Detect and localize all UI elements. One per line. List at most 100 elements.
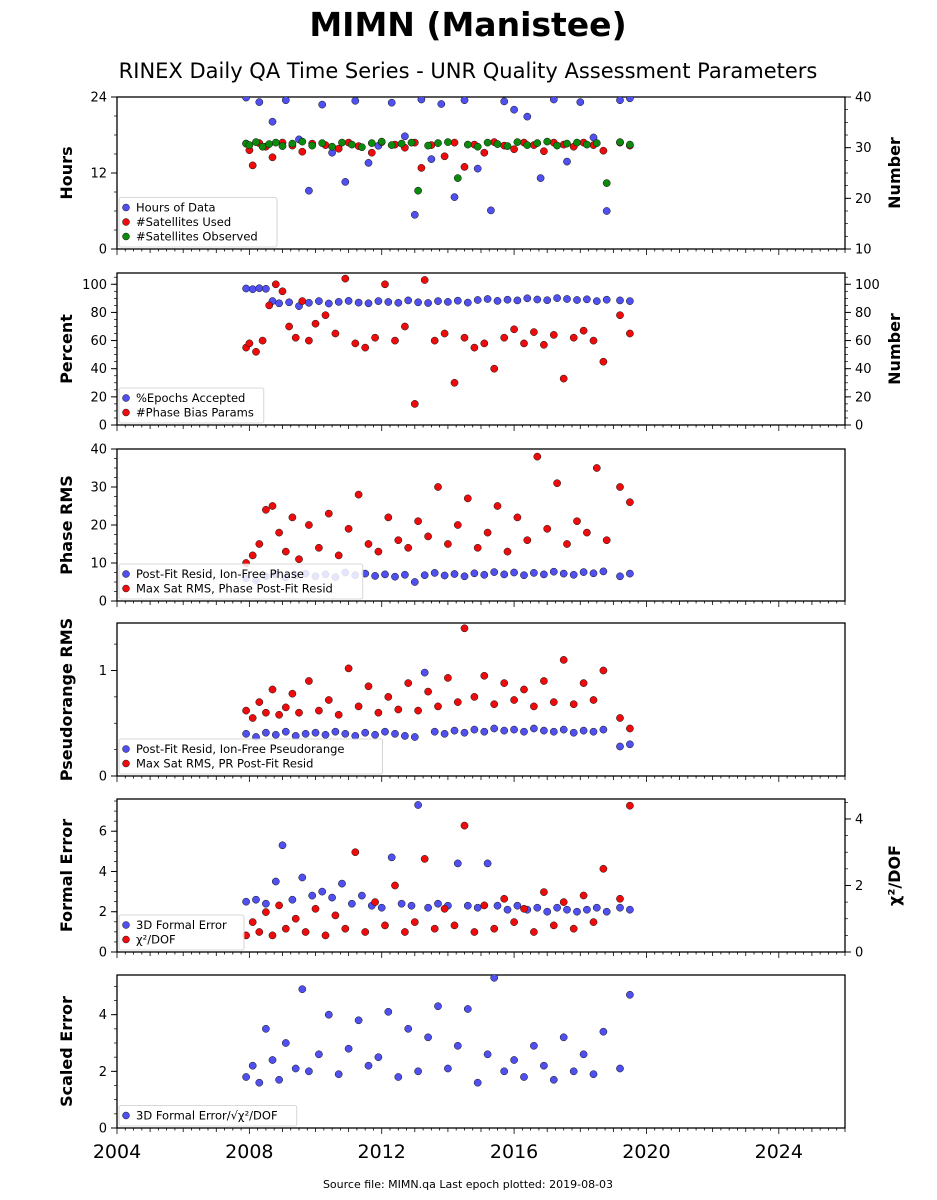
- data-point-red: [483, 528, 492, 537]
- legend: %Epochs Accepted#Phase Bias Params: [118, 387, 265, 424]
- data-point-blue: [616, 903, 624, 912]
- legend: Hours of Data#Satellites Used#Satellites…: [118, 197, 278, 248]
- data-point-blue: [510, 1056, 518, 1064]
- data-point-blue: [616, 1064, 624, 1073]
- data-point-blue: [450, 193, 459, 201]
- data-point-blue: [291, 732, 300, 740]
- data-point-blue: [420, 668, 429, 677]
- data-point-blue: [520, 727, 528, 736]
- data-point-red: [533, 452, 542, 461]
- data-point-red: [602, 536, 611, 545]
- data-point-blue: [616, 296, 624, 305]
- data-point-red: [453, 698, 462, 706]
- data-point-blue: [563, 157, 571, 166]
- data-point-blue: [589, 727, 598, 736]
- data-point-red: [324, 696, 333, 704]
- legend-label: χ²/DOF: [136, 933, 176, 947]
- data-point-red: [394, 536, 403, 545]
- data-point-blue: [569, 728, 578, 737]
- data-point-red: [444, 674, 452, 682]
- legend-box: [118, 387, 265, 424]
- data-point-blue: [414, 801, 422, 809]
- data-point-green: [533, 139, 542, 147]
- data-point-red: [262, 708, 270, 717]
- data-point-blue: [453, 296, 462, 305]
- data-point-blue: [404, 1024, 413, 1033]
- plot-frame: [116, 974, 846, 1129]
- data-point-red: [275, 901, 283, 910]
- data-point-blue: [626, 569, 634, 578]
- data-point-green: [318, 139, 327, 147]
- data-point-blue: [599, 725, 608, 734]
- data-point-blue: [579, 568, 588, 576]
- data-point-red: [334, 551, 343, 560]
- data-point-red: [315, 706, 323, 715]
- data-point-blue: [394, 298, 403, 307]
- data-point-red: [371, 898, 379, 906]
- data-point-red: [305, 521, 313, 529]
- data-point-red: [255, 928, 264, 936]
- data-point-red: [616, 483, 624, 491]
- y-axis-label-right: χ²/DOF: [885, 845, 904, 906]
- y-tick-label: 24: [90, 91, 107, 106]
- x-tick-label: 2020: [622, 1141, 670, 1163]
- legend-marker: [122, 218, 130, 226]
- data-point-red: [626, 801, 634, 810]
- data-point-blue: [305, 186, 313, 195]
- y-tick-label: 2: [99, 905, 107, 920]
- data-point-red: [305, 677, 313, 685]
- data-point-blue: [371, 572, 379, 580]
- data-point-blue: [530, 724, 538, 733]
- data-point-red: [559, 374, 568, 383]
- data-point-red: [401, 322, 409, 331]
- data-point-blue: [543, 907, 552, 916]
- data-point-red: [500, 333, 509, 342]
- data-point-red: [450, 921, 459, 930]
- data-point-blue: [599, 567, 608, 576]
- data-point-blue: [483, 295, 492, 303]
- data-point-blue: [473, 296, 482, 304]
- y-right-tick-label: 4: [855, 812, 863, 827]
- data-point-blue: [513, 901, 522, 910]
- data-point-red: [513, 513, 522, 522]
- data-point-blue: [364, 1061, 373, 1070]
- data-point-blue: [530, 1041, 538, 1050]
- data-point-red: [245, 339, 254, 348]
- data-point-red: [480, 901, 489, 910]
- data-point-blue: [437, 100, 446, 108]
- y-right-tick-label: 0: [855, 946, 863, 961]
- data-point-green: [513, 138, 522, 146]
- data-point-blue: [460, 572, 469, 581]
- data-point-red: [592, 464, 601, 472]
- data-point-green: [434, 139, 442, 147]
- data-point-green: [328, 142, 336, 151]
- data-point-red: [394, 705, 403, 714]
- data-point-blue: [401, 132, 409, 141]
- data-point-red: [367, 148, 376, 157]
- data-point-red: [540, 147, 548, 156]
- data-point-blue: [377, 903, 386, 912]
- legend: 3D Formal Error/√χ²/DOF: [118, 1105, 298, 1127]
- data-point-red: [490, 924, 499, 933]
- data-point-blue: [410, 578, 419, 586]
- data-point-green: [298, 137, 307, 146]
- data-point-red: [301, 928, 310, 936]
- data-point-red: [384, 513, 393, 522]
- data-point-red: [450, 138, 459, 147]
- data-point-red: [391, 881, 399, 890]
- data-point-blue: [417, 97, 426, 104]
- legend-label: #Phase Bias Params: [136, 406, 254, 420]
- data-point-blue: [540, 726, 548, 735]
- data-point-red: [258, 336, 267, 345]
- data-point-blue: [344, 297, 353, 305]
- data-point-green: [377, 137, 386, 146]
- data-point-blue: [473, 903, 482, 912]
- data-point-red: [616, 894, 624, 903]
- data-point-red: [440, 152, 449, 161]
- data-point-blue: [387, 853, 396, 862]
- data-point-green: [245, 141, 254, 149]
- data-point-blue: [626, 297, 634, 305]
- data-point-blue: [540, 570, 548, 579]
- data-point-blue: [255, 98, 264, 106]
- data-point-blue: [520, 571, 528, 580]
